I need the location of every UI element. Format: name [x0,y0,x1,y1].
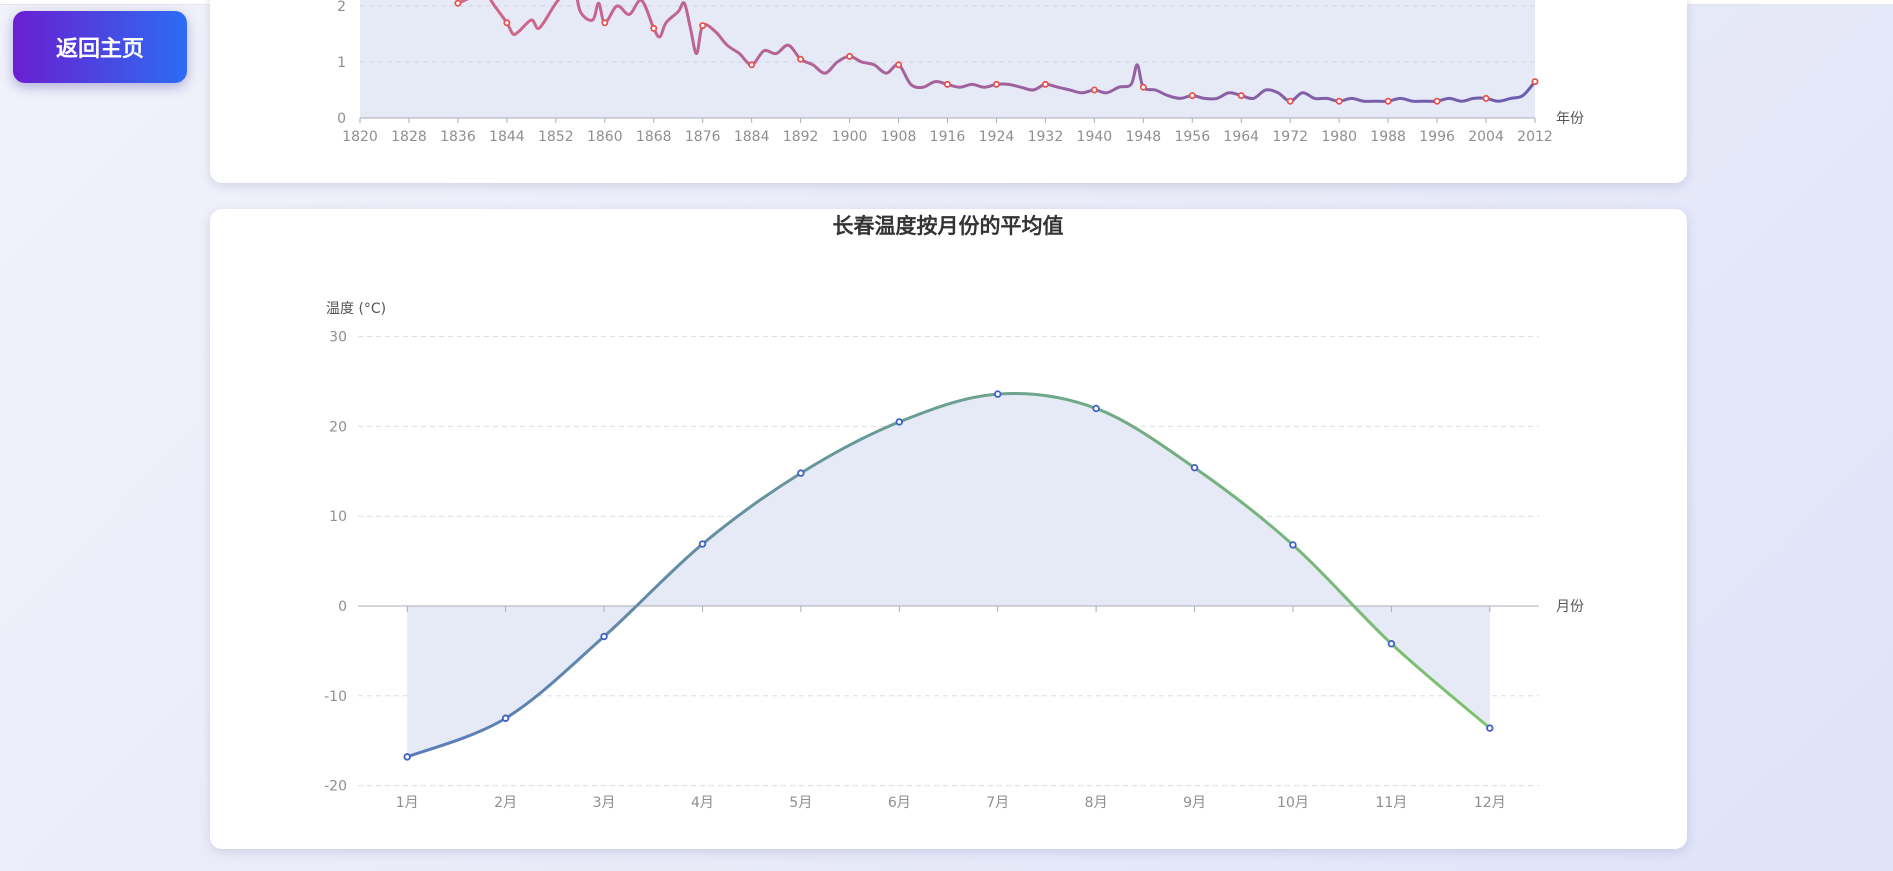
monthly-data-point [600,632,608,641]
x-tick-label: 3月 [593,795,616,811]
x-tick-label: 1964 [1223,129,1259,145]
x-axis-name: 年份 [1556,111,1584,127]
x-tick-label: 1836 [440,129,476,145]
x-axis-name: 月份 [1556,599,1584,615]
x-tick-label: 2012 [1517,129,1553,145]
x-tick-label: 7月 [986,795,1009,811]
yearly-data-point [1433,97,1441,105]
y-tick-label: 2 [337,0,346,15]
monthly-chart-card: 长春温度按月份的平均值温度 (°C) 30 20 10 0 -10 -20 1月 2月 3月 4月 5… [210,209,1687,849]
x-tick-label: 10月 [1277,795,1309,811]
x-tick-label: 12月 [1474,795,1506,811]
monthly-data-point [698,540,707,548]
yearly-data-point [699,22,707,30]
x-tick-label: 1860 [587,129,623,145]
x-tick-label: 2004 [1468,129,1504,145]
y-axis-name: 温度 (°C) [326,301,386,317]
y-tick-label: 10 [329,509,347,525]
yearly-data-point [1335,97,1343,105]
x-tick-label: 1908 [881,129,917,145]
x-tick-label: 1932 [1028,129,1064,145]
x-tick-label: 1948 [1126,129,1162,145]
x-tick-label: 1868 [636,129,672,145]
x-tick-label: 1956 [1174,129,1210,145]
monthly-data-point [501,714,510,722]
y-tick-label: -20 [324,779,347,795]
x-tick-label: 1996 [1419,129,1455,145]
x-tick-label: 1980 [1321,129,1357,145]
yearly-chart: 0 1 2 1820 1828 1836 1844 1852 1860 1868 1876 1884 1… [337,0,1584,145]
x-tick-label: 1月 [396,795,419,811]
y-tick-label: 0 [337,111,346,127]
monthly-data-point [1092,404,1100,413]
x-tick-label: 2月 [494,795,517,811]
x-tick-label: 8月 [1085,795,1108,811]
monthly-data-point [1190,464,1199,472]
x-tick-label: 9月 [1183,795,1206,811]
x-tick-label: 1924 [979,129,1015,145]
chart-title: 长春温度按月份的平均值 [833,214,1064,238]
monthly-data-point [895,418,903,426]
x-tick-label: 1940 [1077,129,1113,145]
yearly-data-point [944,80,952,88]
yearly-data-point [748,61,756,69]
yearly-data-point [1139,83,1147,91]
monthly-data-point [1486,724,1494,732]
yearly-data-point [1482,94,1490,102]
y-tick-label: -10 [324,689,347,705]
yearly-data-point [650,24,658,32]
x-tick-label: 1884 [734,129,770,145]
x-tick-label: 6月 [888,795,911,811]
x-tick-label: 1844 [489,129,525,145]
yearly-data-point [1041,80,1049,88]
x-tick-label: 11月 [1375,795,1407,811]
yearly-data-point [454,0,462,7]
x-tick-label: 4月 [691,795,714,811]
yearly-data-point [1384,97,1392,105]
yearly-data-point [1188,92,1196,100]
monthly-data-point [1387,640,1396,648]
x-tick-label: 1972 [1272,129,1308,145]
y-tick-label: 20 [329,419,347,435]
x-tick-label: 1820 [342,129,378,145]
monthly-data-point [994,390,1002,398]
x-tick-label: 1852 [538,129,574,145]
monthly-data-point [1289,541,1297,549]
yearly-data-point [1286,97,1294,105]
x-tick-label: 5月 [789,795,812,811]
yearly-data-point [1237,92,1245,100]
yearly-data-point [1531,78,1539,86]
x-tick-label: 1988 [1370,129,1406,145]
series-area-fill [407,393,1490,757]
yearly-data-point [1090,86,1098,94]
x-tick-label: 1900 [832,129,868,145]
yearly-data-point [601,19,609,27]
monthly-series-line [406,392,1491,759]
yearly-data-point [895,61,903,69]
y-tick-label: 1 [337,55,346,71]
monthly-data-point [403,753,411,761]
back-home-button[interactable]: 返回主页 [13,11,187,83]
yearly-data-point [846,52,854,60]
yearly-data-point [503,19,511,27]
x-tick-label: 1876 [685,129,721,145]
yearly-data-point [797,55,805,63]
y-tick-label: 0 [338,599,347,615]
x-tick-label: 1828 [391,129,427,145]
y-tick-label: 30 [329,330,347,346]
yearly-data-point [992,80,1000,88]
x-tick-label: 1916 [930,129,966,145]
yearly-chart-card: 0 1 2 1820 1828 1836 1844 1852 1860 1868 1876 1884 1… [210,0,1687,183]
monthly-data-point [797,469,805,477]
x-tick-label: 1892 [783,129,819,145]
